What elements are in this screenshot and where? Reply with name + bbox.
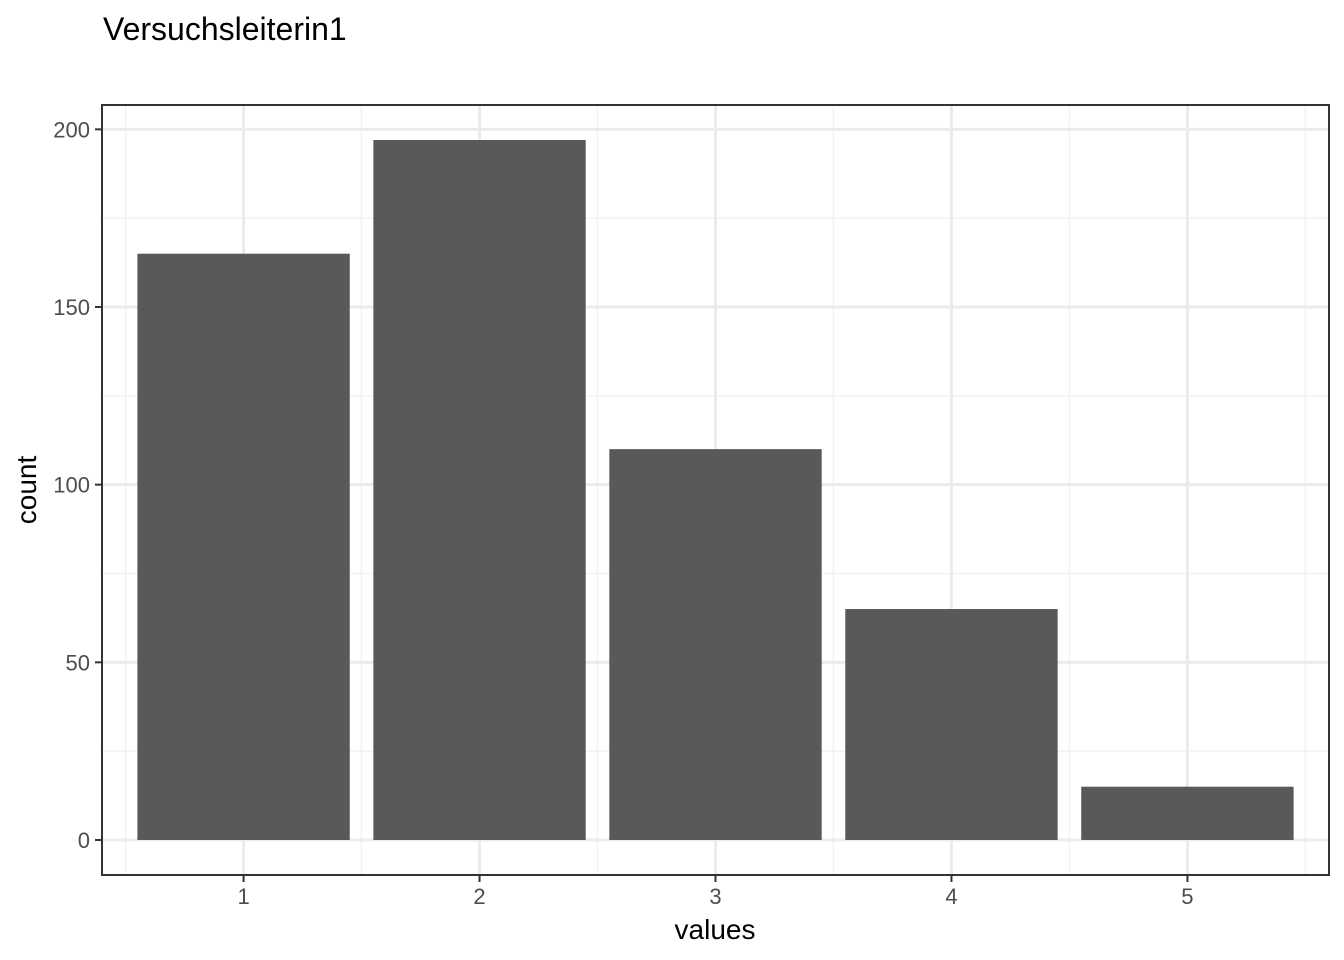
x-axis-label: values [675, 914, 756, 945]
y-axis-label: count [11, 456, 42, 525]
bar-5 [1081, 786, 1294, 840]
bar-2 [373, 140, 586, 840]
y-tick-label: 0 [78, 828, 90, 853]
y-axis: 0 50 100 150 200 [53, 117, 102, 853]
x-tick-label: 3 [709, 884, 721, 909]
bars [137, 140, 1294, 841]
x-tick-label: 2 [473, 884, 485, 909]
x-tick-label: 5 [1181, 884, 1193, 909]
y-tick-label: 100 [53, 473, 90, 498]
y-tick-label: 50 [66, 650, 90, 675]
x-tick-label: 1 [237, 884, 249, 909]
plot-panel [101, 104, 1330, 876]
x-axis: 1 2 3 4 5 [237, 875, 1194, 909]
bar-3 [609, 449, 822, 840]
chart-title: Versuchsleiterin1 [103, 11, 347, 47]
x-tick-label: 4 [945, 884, 957, 909]
y-tick-label: 200 [53, 117, 90, 142]
bar-1 [137, 253, 350, 841]
y-tick-label: 150 [53, 295, 90, 320]
bar-4 [845, 609, 1058, 840]
